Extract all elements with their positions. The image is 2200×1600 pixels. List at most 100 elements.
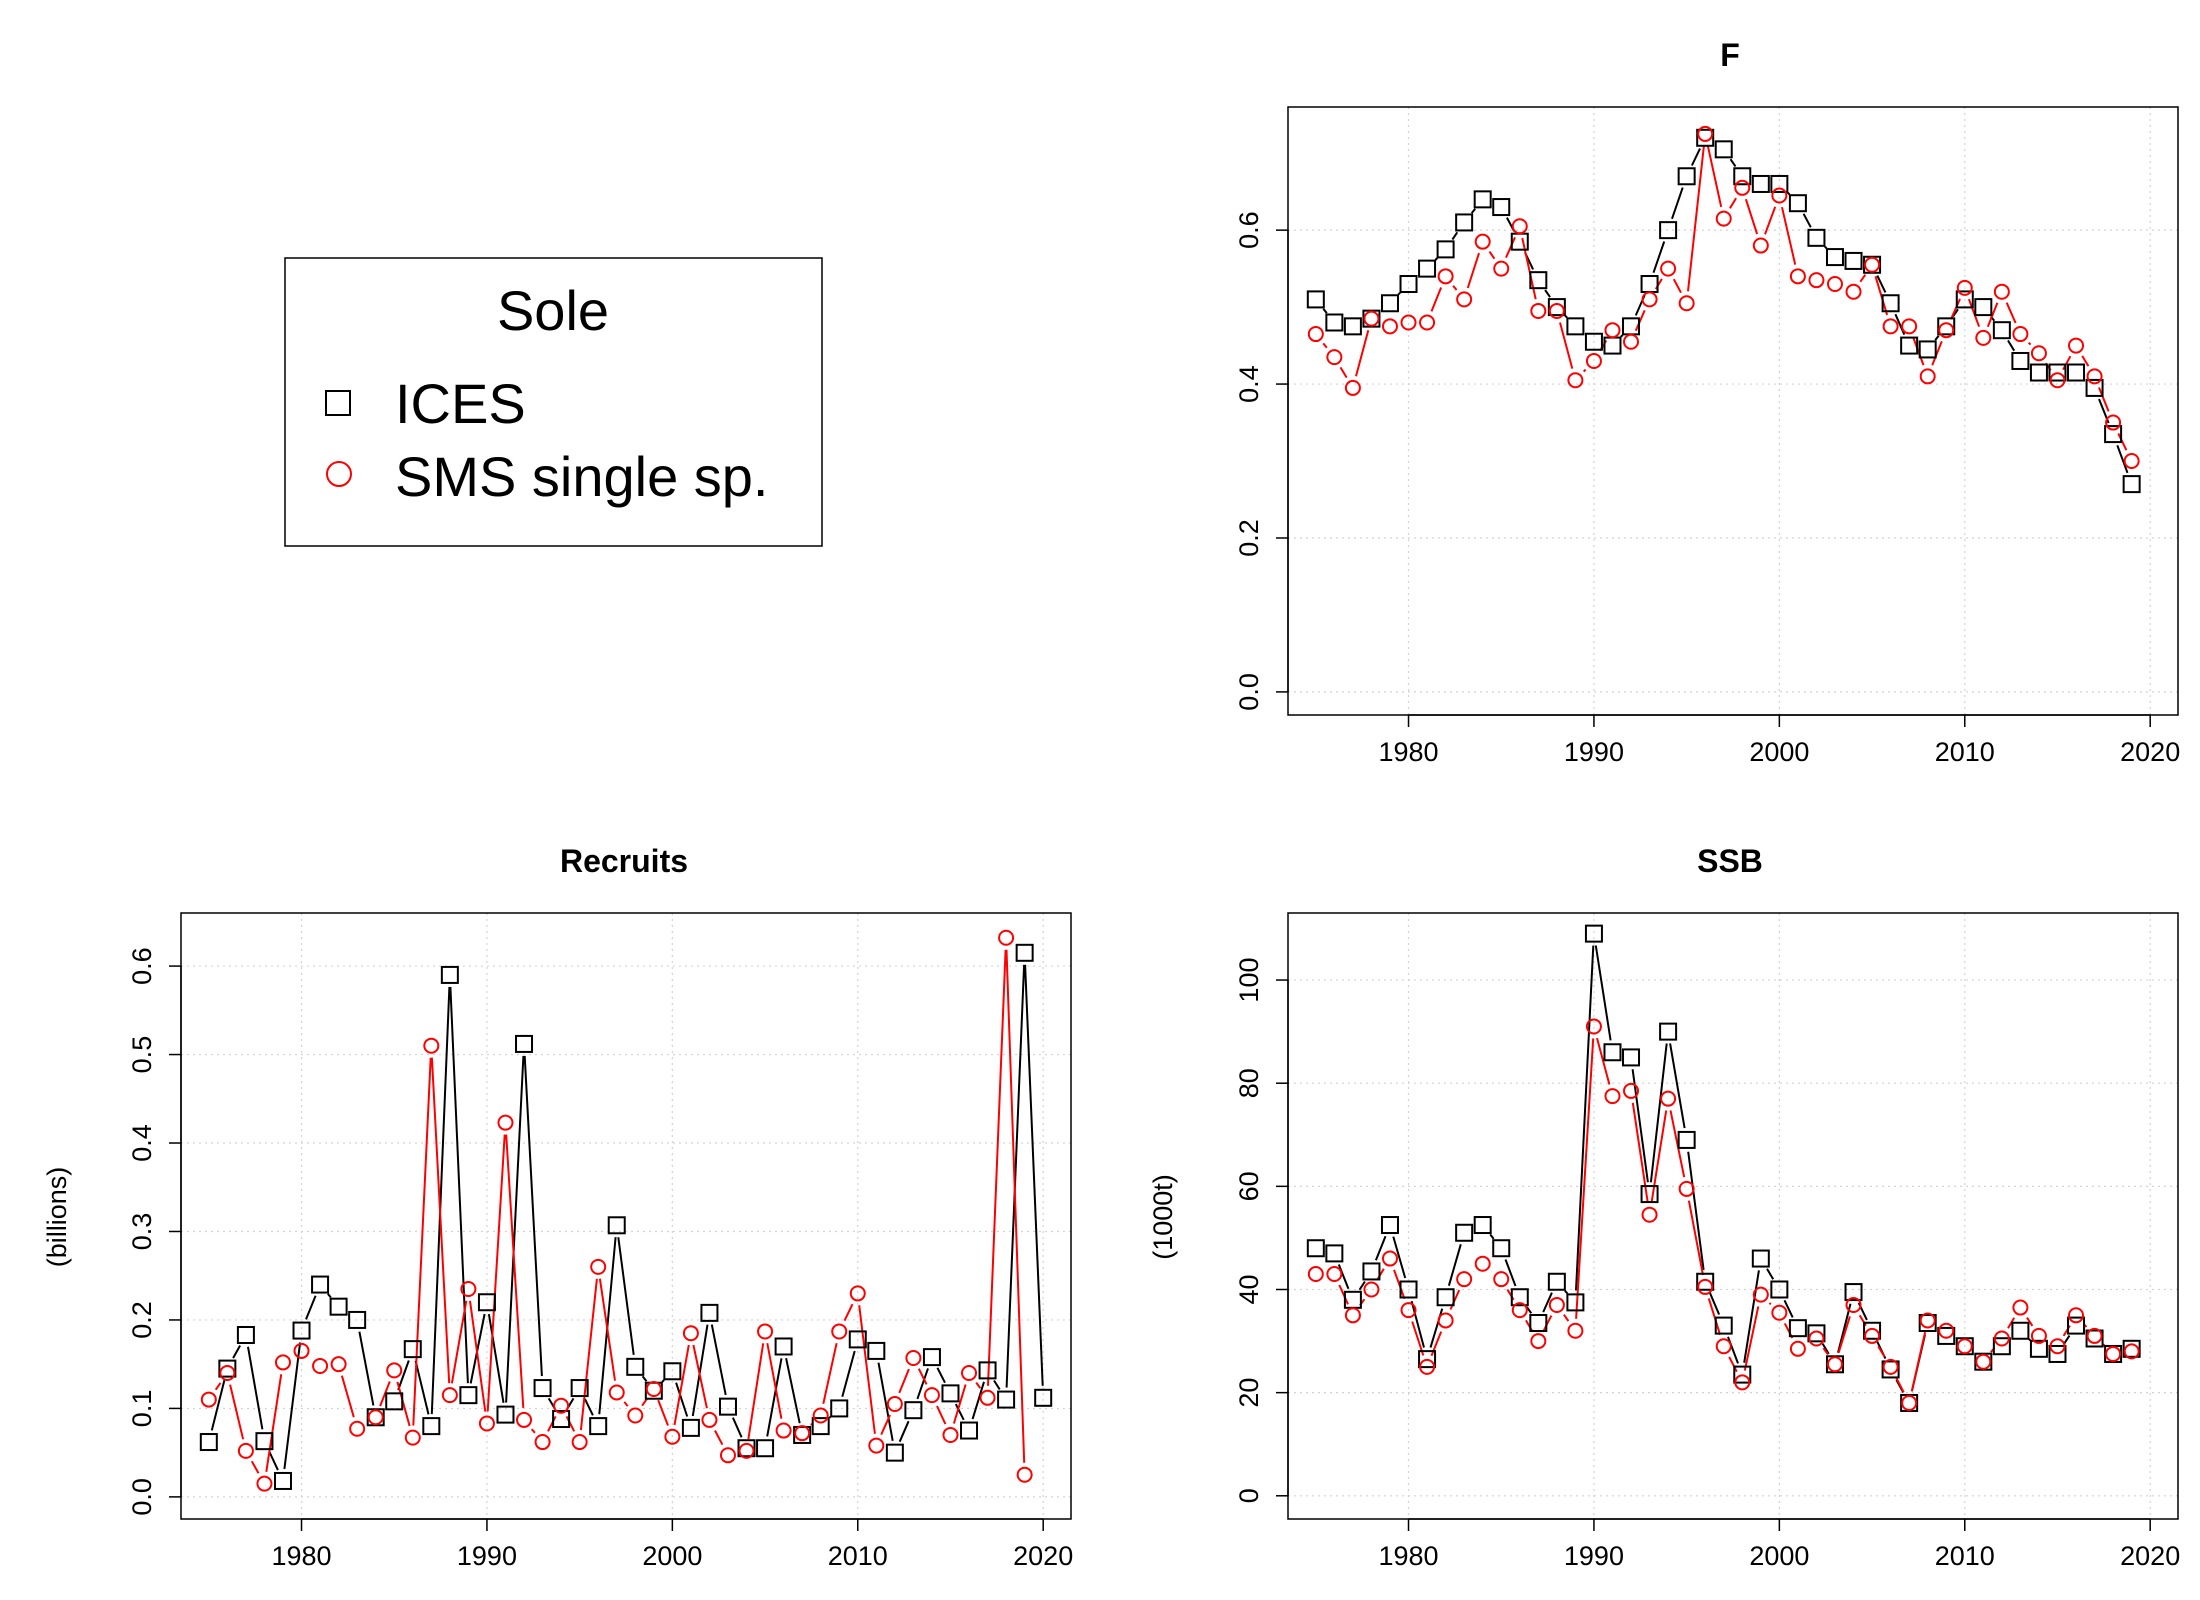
recruits-ices-point-2012 xyxy=(885,1443,904,1462)
f-ices-point-2013 xyxy=(2011,351,2030,370)
f-ices-point-1987 xyxy=(1529,271,1548,290)
recruits-ices-point-1978 xyxy=(255,1432,274,1451)
ssb-sms-point-2018 xyxy=(2105,1345,2122,1362)
f-sms-point-1994 xyxy=(1660,260,1677,277)
f-sms-point-2010 xyxy=(1956,279,1973,296)
ssb-y-label: (1000t) xyxy=(1148,1174,1178,1260)
f-sms-point-1988 xyxy=(1548,302,1565,319)
ssb-ices-point-2002 xyxy=(1807,1324,1826,1343)
recruits-sms-point-2015 xyxy=(942,1426,959,1443)
recruits-ices-point-2011 xyxy=(867,1341,886,1360)
recruits-x-tick-label-2010: 2010 xyxy=(828,1541,888,1571)
recruits-sms-point-2010 xyxy=(849,1285,866,1302)
ssb-ices-point-1993 xyxy=(1640,1185,1659,1204)
ssb-ices-point-2009 xyxy=(1937,1326,1956,1345)
recruits-sms-point-1980 xyxy=(293,1342,310,1359)
ssb-ices-point-1986 xyxy=(1510,1288,1529,1307)
recruits-ices-point-1980 xyxy=(292,1321,311,1340)
ssb-y-tick-label-0: 0 xyxy=(1234,1488,1264,1503)
f-ices-point-1986 xyxy=(1510,232,1529,251)
recruits-sms-point-2006 xyxy=(775,1422,792,1439)
ssb-sms-point-2004 xyxy=(1845,1296,1862,1313)
ssb-sms-point-1978 xyxy=(1363,1281,1380,1298)
ssb-x-tick-label-2010: 2010 xyxy=(1935,1541,1995,1571)
recruits-sms-point-2004 xyxy=(738,1442,755,1459)
ssb-sms-point-2009 xyxy=(1938,1322,1955,1339)
recruits-sms-point-2003 xyxy=(719,1447,736,1464)
recruits-ices-point-2019 xyxy=(1015,943,1034,962)
ssb-ices-point-1980 xyxy=(1399,1280,1418,1299)
f-sms-point-2003 xyxy=(1826,276,1843,293)
recruits-ices-point-2001 xyxy=(681,1418,700,1437)
recruits-ices-point-1976 xyxy=(218,1359,237,1378)
ssb-sms-point-2000 xyxy=(1771,1304,1788,1321)
recruits-ices-point-2013 xyxy=(904,1401,923,1420)
ssb-ices-point-2008 xyxy=(1918,1314,1937,1333)
recruits-x-tick-label-1980: 1980 xyxy=(271,1541,331,1571)
recruits-sms-point-1993 xyxy=(534,1434,551,1451)
f-x-tick-label-1990: 1990 xyxy=(1564,737,1624,767)
ssb-sms-point-1986 xyxy=(1511,1302,1528,1319)
ssb-lines xyxy=(1337,945,2106,1393)
ssb-ices-point-1984 xyxy=(1473,1216,1492,1235)
f-ices-point-1989 xyxy=(1566,317,1585,336)
ssb-sms-point-1995 xyxy=(1678,1180,1695,1197)
recruits-ices-point-1997 xyxy=(607,1216,626,1235)
recruits-sms-point-1990 xyxy=(478,1415,495,1432)
ssb-ices-point-1992 xyxy=(1622,1048,1641,1067)
ssb-ices-point-1994 xyxy=(1659,1022,1678,1041)
ssb-sms-point-1992 xyxy=(1623,1082,1640,1099)
ssb-sms-point-2008 xyxy=(1919,1312,1936,1329)
f-sms-point-1993 xyxy=(1641,291,1658,308)
ssb-sms-point-2015 xyxy=(2049,1338,2066,1355)
ssb-sms-point-1979 xyxy=(1381,1250,1398,1267)
f-ices-point-2006 xyxy=(1881,294,1900,313)
f-sms-point-1977 xyxy=(1344,379,1361,396)
ssb-ices-point-1982 xyxy=(1436,1288,1455,1307)
f-marks xyxy=(1306,125,2141,494)
recruits-sms-point-2002 xyxy=(701,1411,718,1428)
f-ices-point-1990 xyxy=(1584,332,1603,351)
recruits-ices-point-2010 xyxy=(848,1330,867,1349)
f-ices-point-2000 xyxy=(1770,174,1789,193)
legend-title: Sole xyxy=(497,279,609,342)
ssb-sms-point-1976 xyxy=(1326,1266,1343,1283)
recruits-sms-point-1999 xyxy=(645,1380,662,1397)
f-sms-point-2014 xyxy=(2030,345,2047,362)
recruits-ices-point-1990 xyxy=(477,1293,496,1312)
recruits-ices-point-2020 xyxy=(1034,1388,1053,1407)
recruits-sms-point-1985 xyxy=(386,1362,403,1379)
f-sms-point-2004 xyxy=(1845,283,1862,300)
recruits-ices-point-1985 xyxy=(385,1392,404,1411)
recruits-panel: Recruits (billions) 1980 1990 2000 2010 2020… xyxy=(42,843,1073,1571)
f-x-tick-label-1980: 1980 xyxy=(1378,737,1438,767)
ssb-y-tick-label-3: 60 xyxy=(1234,1171,1264,1201)
recruits-ices-point-1977 xyxy=(236,1325,255,1344)
ssb-ices-point-1998 xyxy=(1733,1365,1752,1384)
ssb-sms-point-2016 xyxy=(2068,1307,2085,1324)
f-ices-point-1975 xyxy=(1306,290,1325,309)
f-x-axis: 1980 1990 2000 2010 2020 xyxy=(1378,714,2180,767)
recruits-ices-point-1998 xyxy=(626,1357,645,1376)
f-sms-point-2011 xyxy=(1975,329,1992,346)
legend-label-sms: SMS single sp. xyxy=(395,445,769,508)
f-sms-point-1976 xyxy=(1326,349,1343,366)
f-ices-point-2017 xyxy=(2085,378,2104,397)
ssb-ices-point-1999 xyxy=(1751,1249,1770,1268)
f-sms-point-1991 xyxy=(1604,322,1621,339)
ssb-sms-point-1975 xyxy=(1307,1266,1324,1283)
recruits-y-tick-label-3: 0.3 xyxy=(127,1213,157,1251)
recruits-sms-point-2012 xyxy=(886,1395,903,1412)
ssb-y-tick-label-4: 80 xyxy=(1234,1068,1264,1098)
recruits-ices-point-1992 xyxy=(515,1034,534,1053)
f-ices-point-2008 xyxy=(1918,340,1937,359)
ssb-sms-point-1977 xyxy=(1344,1307,1361,1324)
f-ices-point-2009 xyxy=(1937,317,1956,336)
f-ices-point-2015 xyxy=(2048,363,2067,382)
f-ices-point-2019 xyxy=(2122,475,2141,494)
ssb-ices-point-1991 xyxy=(1603,1043,1622,1062)
recruits-ices-point-1995 xyxy=(570,1379,589,1398)
ssb-sms-point-1990 xyxy=(1585,1018,1602,1035)
ssb-marks xyxy=(1306,924,2141,1412)
